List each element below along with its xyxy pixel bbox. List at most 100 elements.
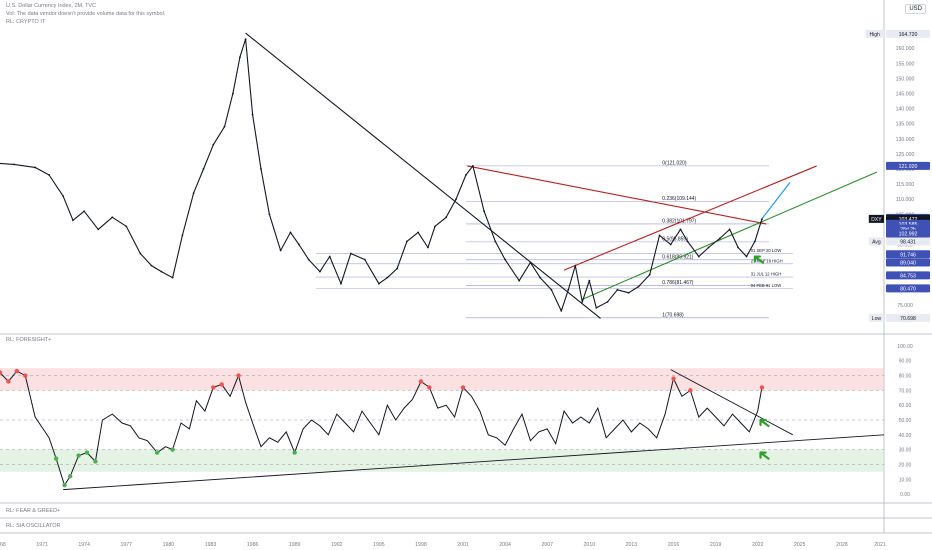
price-label-value: 70.698 (900, 316, 916, 322)
oscillator-signal-marker (671, 376, 676, 381)
price-point (581, 300, 584, 303)
price-point (669, 243, 672, 246)
currency-selector[interactable]: USD (905, 4, 926, 14)
price-point (97, 228, 100, 231)
fib-level-label: 0.618(89.921) (662, 254, 693, 260)
price-point (232, 92, 234, 95)
indicator-label[interactable]: RL: CRYPTO IT (6, 19, 46, 25)
oscillator-signal-marker (759, 385, 765, 390)
oscillator-signal-marker (236, 373, 241, 378)
price-point (223, 125, 226, 128)
price-tick-label: 155.000 (896, 61, 915, 67)
oscillator-signal-marker (76, 453, 81, 458)
price-label-box (886, 250, 930, 259)
oscillator-tick-label: 50.00 (899, 418, 912, 424)
price-point (386, 276, 389, 279)
price-point (239, 56, 241, 59)
price-point (718, 237, 721, 240)
projection-line (761, 182, 791, 220)
oscillator-support-line (63, 434, 885, 491)
price-point (606, 300, 609, 303)
price-point (518, 279, 521, 282)
oscillator-bottom-zone (0, 449, 884, 472)
price-point (737, 246, 739, 249)
oscillator-tick-label: 0.00 (900, 492, 910, 498)
oscillator-pane-label[interactable]: RL: FORESIGHT+ (6, 337, 52, 343)
time-tick-label: 1998 (415, 542, 427, 548)
time-tick-label: 2025 (794, 542, 806, 548)
channel-upper-line (563, 165, 817, 271)
price-point (111, 216, 114, 219)
price-point (202, 168, 205, 170)
price-tick-label: 160.000 (896, 46, 915, 52)
price-point (150, 264, 153, 267)
time-tick-label: 2007 (541, 542, 553, 548)
price-point (588, 279, 591, 282)
oscillator-signal-marker (688, 388, 693, 393)
oscillator-tick-label: 40.00 (899, 433, 912, 439)
price-point (307, 258, 310, 261)
price-tick-label: 140.000 (896, 107, 915, 113)
time-tick-label: 2028 (836, 542, 848, 548)
fear-greed-pane-label[interactable]: RL: FEAR & GREED+ (6, 508, 61, 514)
price-point (464, 174, 467, 176)
fib-anchor-line (467, 165, 767, 225)
time-tick-label: 2019 (710, 542, 722, 548)
price-point (539, 276, 542, 279)
price-label-tag (868, 313, 884, 322)
price-label-value: 98.431 (900, 239, 916, 245)
time-tick-label: 2021 (874, 542, 886, 548)
price-point (686, 240, 689, 243)
price-point (171, 276, 174, 279)
price-point (406, 240, 408, 243)
price-point (658, 234, 661, 237)
price-point (340, 282, 342, 285)
oscillator-arrow-icon (759, 418, 770, 428)
oscillator-signal-marker (211, 385, 216, 390)
fib-level-label: 1(70.698) (662, 312, 684, 318)
price-label-tag-text: Low (872, 316, 882, 322)
oscillator-signal-marker (0, 370, 3, 375)
oscillator-signal-marker (53, 456, 59, 461)
price-tick-label: 110.000 (896, 197, 914, 203)
price-point (728, 228, 731, 231)
price-point (761, 218, 763, 220)
price-point (72, 219, 74, 222)
price-point (192, 192, 195, 195)
price-point (244, 38, 247, 40)
price-point (679, 228, 682, 231)
time-tick-label: 1992 (331, 542, 343, 548)
price-point (319, 270, 321, 273)
sia-pane-label[interactable]: RL: SIA OSCILLATOR (6, 523, 61, 529)
price-point (574, 264, 577, 267)
time-tick-label: 2010 (584, 542, 596, 548)
price-arrow-icon (753, 255, 765, 264)
price-label-box (886, 271, 930, 280)
price-point (363, 258, 366, 261)
price-point (268, 213, 271, 216)
time-tick-label: 1968 (0, 542, 6, 548)
price-point (648, 273, 651, 276)
oscillator-signal-marker (14, 368, 20, 374)
price-point (567, 288, 570, 291)
price-tick-label: 130.000 (896, 137, 915, 143)
oscillator-signal-marker (292, 450, 297, 455)
chart-title: U.S. Dollar Currency Index, 2M, TVC (6, 3, 97, 9)
price-tick-label: 150.000 (896, 76, 915, 82)
price-point (297, 243, 300, 246)
fib-level-label: 0.382(101.797) (662, 218, 696, 224)
time-tick-label: 1974 (78, 542, 90, 548)
price-label-tag (868, 237, 884, 246)
price-label-box (886, 284, 930, 293)
oscillator-top-zone (0, 368, 884, 391)
oscillator-signal-marker (93, 459, 98, 464)
price-point (139, 252, 142, 255)
price-tick-label: 125.000 (896, 152, 915, 158)
price-point (616, 288, 619, 291)
price-point (595, 306, 598, 309)
price-point (34, 166, 36, 169)
time-tick-label: 2016 (668, 542, 680, 548)
price-point (125, 225, 128, 228)
price-point (550, 288, 553, 291)
